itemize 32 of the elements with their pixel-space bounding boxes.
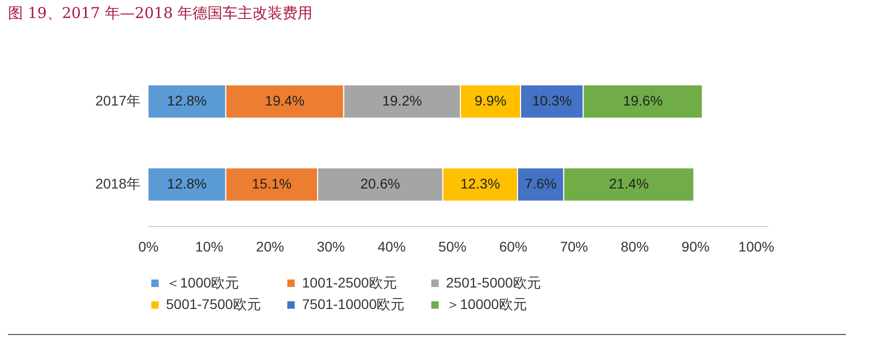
- data-label: 7.6%: [524, 176, 557, 192]
- x-tick-label: 20%: [256, 238, 284, 254]
- data-label: 19.4%: [264, 92, 305, 108]
- x-tick-label: 40%: [378, 238, 406, 254]
- legend-label: ＜1000欧元: [166, 274, 240, 290]
- y-tick-label: 2018年: [95, 176, 140, 192]
- x-tick-label: 90%: [682, 238, 710, 254]
- x-tick-label: 100%: [738, 238, 774, 254]
- x-tick-label: 0%: [138, 238, 159, 254]
- x-tick-label: 60%: [499, 238, 528, 254]
- legend-label: 2501-5000欧元: [446, 274, 541, 290]
- data-label: 19.6%: [622, 92, 663, 108]
- x-tick-label: 80%: [620, 238, 649, 254]
- data-label: 21.4%: [608, 176, 649, 192]
- data-label: 12.8%: [167, 92, 207, 108]
- legend-label: 5001-7500欧元: [166, 296, 261, 312]
- x-tick-label: 10%: [195, 238, 224, 254]
- x-tick-label: 70%: [560, 238, 588, 254]
- chart-title: 图 19、2017 年—2018 年德国车主改装费用: [8, 4, 313, 23]
- data-label: 20.6%: [360, 176, 400, 192]
- data-label: 15.1%: [252, 176, 292, 192]
- data-label: 12.8%: [167, 176, 207, 192]
- legend-label: ＞10000欧元: [446, 296, 527, 312]
- data-label: 12.3%: [460, 176, 500, 192]
- x-tick-label: 50%: [438, 238, 466, 254]
- data-label: 19.2%: [382, 92, 422, 108]
- legend-label: 1001-2500欧元: [302, 274, 397, 290]
- data-label: 10.3%: [532, 92, 572, 108]
- legend-label: 7501-10000欧元: [302, 296, 405, 312]
- data-label: 9.9%: [474, 92, 506, 108]
- y-tick-label: 2017年: [95, 92, 140, 108]
- x-tick-label: 30%: [316, 238, 345, 254]
